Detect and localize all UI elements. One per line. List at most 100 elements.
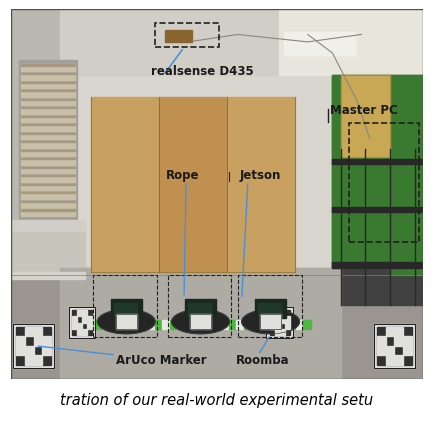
Text: Master PC: Master PC [330,104,398,117]
Bar [21,132,75,139]
Bar [244,320,251,329]
Bar [72,322,77,329]
Bar [270,310,290,335]
Ellipse shape [242,310,299,334]
Bar [21,90,75,97]
Bar [386,326,394,336]
Bar [192,320,199,329]
Bar [16,326,51,365]
Bar [21,158,75,165]
Bar [190,314,211,329]
Bar [91,98,159,272]
Bar [21,73,75,80]
Text: Rope: Rope [165,169,199,182]
Bar [266,307,293,338]
Bar [227,98,295,272]
Bar [21,124,75,131]
Bar [11,9,423,75]
Bar [159,98,227,272]
Bar [188,303,211,316]
Bar [296,320,303,329]
Bar [16,336,25,346]
Bar [21,132,75,134]
Bar [280,310,285,316]
Bar [275,310,280,316]
Bar [285,322,290,329]
Bar [19,60,77,224]
Bar [132,320,140,329]
Bar [403,336,411,346]
Bar [21,141,75,148]
Bar [170,320,177,329]
Bar [87,322,92,329]
Bar [21,124,75,125]
Bar [72,316,77,322]
Bar [42,336,51,346]
Bar [93,275,157,337]
Bar [11,268,423,379]
Bar [103,320,110,329]
Bar [332,207,423,212]
Bar [21,107,75,114]
Text: Roomba: Roomba [236,354,289,367]
Bar [77,322,82,329]
Bar [185,299,216,318]
Bar [184,320,192,329]
Bar [377,346,386,355]
Bar [42,346,51,355]
Bar [21,150,75,156]
Bar [21,184,75,190]
Bar [60,75,357,275]
Ellipse shape [171,310,229,334]
Bar [283,31,357,57]
Bar [394,355,403,365]
Bar [165,30,192,42]
Bar [116,314,137,329]
Bar [125,320,132,329]
Bar [190,314,211,329]
Bar [341,75,390,157]
Bar [280,329,285,335]
Bar [237,320,244,329]
Bar [332,158,423,164]
Bar [111,299,141,318]
Bar [118,320,125,329]
Bar [77,310,82,316]
Bar [147,320,155,329]
Bar [25,346,33,355]
Bar [275,329,280,335]
Bar [332,75,423,305]
Bar [21,175,75,182]
Bar [207,320,214,329]
Text: tration of our real-world experimental setu: tration of our real-world experimental s… [60,393,374,408]
Bar [21,115,75,122]
Bar [33,336,42,346]
Bar [377,326,411,365]
Bar [214,320,221,329]
Bar [21,184,75,185]
Bar [283,31,357,57]
Bar [72,310,92,335]
Bar [270,322,275,329]
Bar [82,329,87,335]
Polygon shape [332,75,423,275]
Bar [21,201,75,207]
Bar [60,9,357,75]
Bar [155,320,162,329]
Bar [229,320,237,329]
Bar [266,320,273,329]
Bar [386,346,394,355]
Bar [251,320,259,329]
Bar [21,150,75,151]
Bar [273,320,281,329]
Bar [82,310,87,316]
Bar [21,73,75,74]
Bar [60,268,341,379]
Bar [275,322,280,329]
Bar [280,316,285,322]
Bar [162,320,170,329]
Bar [33,326,42,336]
Bar [69,307,95,338]
Bar [11,227,85,275]
Bar [374,324,415,368]
